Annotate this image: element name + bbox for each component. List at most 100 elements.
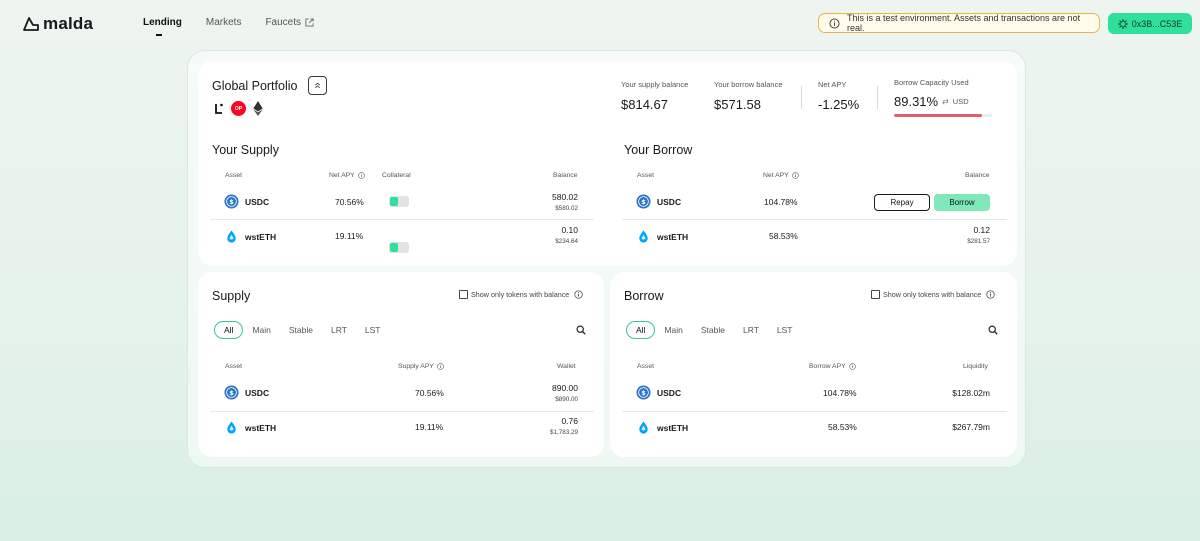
info-icon[interactable] <box>357 172 365 179</box>
info-icon[interactable] <box>986 290 995 299</box>
top-bar: malda Lending Markets Faucets This is a … <box>0 0 1200 46</box>
search-icon[interactable] <box>576 325 586 335</box>
tab-all[interactable]: All <box>214 321 244 339</box>
nav-faucets-label: Faucets <box>265 17 302 28</box>
supply-market-wsteth-asset[interactable]: wstETH <box>224 420 276 435</box>
borrow-market-wsteth-asset[interactable]: wstETH <box>636 420 688 435</box>
search-icon[interactable] <box>988 325 998 335</box>
borrow-row-wsteth-apy: 58.53% <box>769 231 798 241</box>
col-borrow-apy-label: Borrow APY <box>809 363 846 370</box>
balance-filter-label[interactable]: Show only tokens with balance <box>471 290 570 299</box>
info-icon[interactable] <box>791 172 799 179</box>
col-net-apy-label: Net APY <box>763 172 789 179</box>
wsteth-icon <box>639 230 648 243</box>
info-icon[interactable] <box>574 290 583 299</box>
tab-main[interactable]: Main <box>252 325 271 335</box>
net-apy-label: Net APY <box>818 80 847 89</box>
col-asset: Asset <box>225 363 242 370</box>
ethereum-chain-icon <box>253 101 263 116</box>
borrow-market-wsteth-apy: 58.53% <box>828 422 857 432</box>
tab-stable[interactable]: Stable <box>700 325 725 335</box>
swap-currency-icon[interactable]: ⇄ <box>942 97 949 106</box>
tab-stable[interactable]: Stable <box>288 325 313 335</box>
supply-row-usdc-asset: $ USDC <box>224 194 269 209</box>
asset-name: USDC <box>657 196 682 207</box>
external-link-icon <box>305 18 314 27</box>
supply-market-usdc-wallet: 890.00 $890.00 <box>518 383 578 403</box>
repay-button[interactable]: Repay <box>874 194 930 211</box>
supply-balance-value: $814.67 <box>621 97 668 112</box>
row-divider <box>210 219 594 220</box>
stat-divider <box>877 86 878 109</box>
col-wallet: Wallet <box>557 363 576 370</box>
net-apy-stat: Net APY -1.25% <box>818 80 859 112</box>
borrow-balance-stat: Your borrow balance $571.58 <box>714 80 783 112</box>
borrow-row-usdc-apy: 104.78% <box>764 197 798 207</box>
tab-lrt[interactable]: LRT <box>331 325 347 335</box>
nav-markets[interactable]: Markets <box>206 17 242 28</box>
borrow-balance-label: Your borrow balance <box>714 80 783 89</box>
your-borrow-title: Your Borrow <box>624 143 693 157</box>
nav-faucets[interactable]: Faucets <box>265 17 314 28</box>
tab-lst[interactable]: LST <box>364 325 381 335</box>
supply-market-usdc-apy: 70.56% <box>415 388 444 398</box>
usdc-icon: $ <box>636 194 651 209</box>
collateral-toggle-wsteth[interactable] <box>389 242 409 253</box>
supply-market-wsteth-wallet: 0.76 $1,783.29 <box>518 416 578 436</box>
info-icon[interactable] <box>437 363 444 370</box>
optimism-chain-icon: OP <box>231 101 246 116</box>
balance-filter-checkbox[interactable] <box>871 290 880 299</box>
chevron-up-icon <box>315 82 320 89</box>
info-icon[interactable] <box>848 363 856 370</box>
supply-market-usdc-asset[interactable]: $ USDC <box>224 385 269 400</box>
col-asset: Asset <box>225 172 242 179</box>
row-divider <box>622 219 1007 220</box>
col-supply-apy-label: Supply APY <box>398 363 434 370</box>
col-liquidity: Liquidity <box>963 363 988 370</box>
supply-balance-stat: Your supply balance $814.67 <box>621 80 688 112</box>
svg-text:$: $ <box>641 198 646 206</box>
asset-name: USDC <box>245 196 270 207</box>
balance-amount: 580.02 <box>552 192 578 202</box>
malda-logo-icon <box>23 17 39 31</box>
chain-icons: OP <box>214 101 263 116</box>
balance-amount: 0.10 <box>561 225 578 235</box>
test-environment-banner: This is a test environment. Assets and t… <box>818 13 1100 33</box>
balance-filter-checkbox[interactable] <box>459 290 468 299</box>
supply-row-wsteth-balance: 0.10 $234.64 <box>528 225 578 245</box>
borrow-capacity-fill <box>894 114 982 117</box>
logo[interactable]: malda <box>22 14 93 34</box>
nav-lending[interactable]: Lending <box>143 17 182 36</box>
col-asset: Asset <box>637 172 654 179</box>
balance-usd: $580.02 <box>555 205 578 212</box>
row-divider <box>210 411 594 412</box>
supply-row-wsteth-asset: wstETH <box>224 229 276 244</box>
balance-filter-label[interactable]: Show only tokens with balance <box>883 290 982 299</box>
tab-main[interactable]: Main <box>664 325 683 335</box>
balance-amount: 0.12 <box>973 225 990 235</box>
capacity-unit: USD <box>952 97 969 106</box>
wallet-address: 0x3B...C53E <box>1131 18 1183 29</box>
collateral-toggle-usdc[interactable] <box>389 196 409 207</box>
supply-balance-label: Your supply balance <box>621 80 689 89</box>
collapse-portfolio-button[interactable] <box>308 76 327 95</box>
col-net-apy-label: Net APY <box>329 172 355 179</box>
supply-market-wsteth-apy: 19.11% <box>415 422 444 432</box>
wallet-button[interactable]: 0x3B...C53E <box>1108 13 1192 34</box>
portfolio-card: Global Portfolio OP Your supply balance … <box>198 61 1017 266</box>
your-supply-title: Your Supply <box>212 143 279 157</box>
borrow-filter-tabs: All Main Stable LRT LST <box>626 321 802 339</box>
col-net-apy: Net APY <box>763 172 799 179</box>
borrow-market-usdc-asset[interactable]: $ USDC <box>636 385 681 400</box>
borrow-button[interactable]: Borrow <box>934 194 990 211</box>
tab-lrt[interactable]: LRT <box>743 325 759 335</box>
col-balance: Balance <box>965 172 990 179</box>
tab-lst[interactable]: LST <box>776 325 793 335</box>
nav-lending-label: Lending <box>143 17 182 28</box>
borrow-row-usdc-asset: $ USDC <box>636 194 681 209</box>
svg-text:$: $ <box>641 389 646 397</box>
tab-all[interactable]: All <box>626 321 656 339</box>
wallet-amount: 890.00 <box>552 383 578 393</box>
borrow-title: Borrow <box>624 289 664 303</box>
linea-chain-icon <box>215 103 223 114</box>
